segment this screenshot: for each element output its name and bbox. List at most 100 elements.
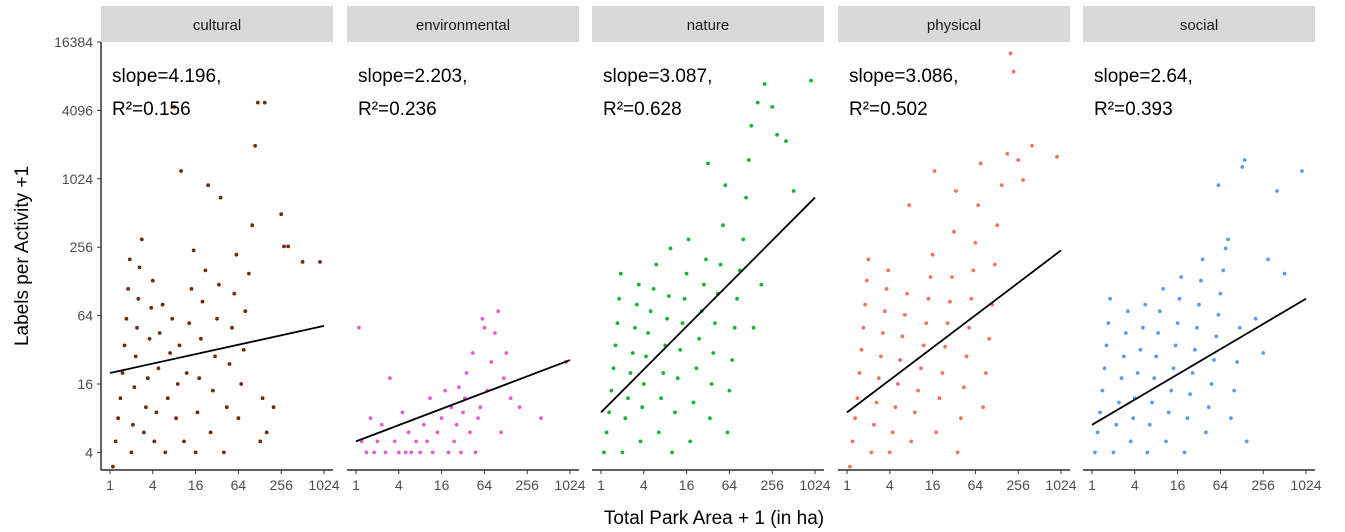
x-tick-label: 16 — [925, 477, 941, 493]
data-point — [145, 376, 150, 381]
x-tick-label: 4 — [395, 477, 403, 493]
data-point — [286, 244, 290, 249]
slope-annotation: slope=3.087, — [603, 66, 712, 87]
y-tick-label: 64 — [77, 308, 93, 324]
facet-panel-cultural: cultural 1 4 16 64 256 1024 slope=4.196, R²=0.15… — [101, 6, 340, 493]
data-point — [144, 405, 148, 410]
data-point — [170, 316, 175, 321]
data-point — [987, 336, 992, 341]
data-point — [136, 296, 141, 301]
data-point — [1300, 169, 1304, 173]
data-point — [195, 410, 200, 415]
data-point — [182, 439, 186, 444]
data-point — [124, 316, 129, 321]
data-point — [884, 287, 889, 291]
data-point — [1193, 347, 1197, 352]
data-point — [1131, 416, 1136, 421]
data-point — [1117, 400, 1121, 405]
data-point — [902, 312, 907, 317]
data-point — [414, 439, 418, 444]
facet-panel-environmental: environmental 1 4 16 64 256 1024 slope=2.203, R²… — [347, 6, 586, 493]
x-tick-label: 1024 — [554, 477, 585, 493]
data-point — [300, 260, 305, 264]
x-tick-label: 64 — [968, 477, 984, 493]
data-point — [264, 430, 269, 435]
data-point — [1177, 296, 1182, 301]
y-tick-label: 4096 — [62, 102, 93, 118]
data-point — [489, 360, 494, 364]
slope-annotation: slope=4.196, — [112, 66, 221, 87]
data-point — [482, 325, 487, 330]
x-tick-label: 256 — [1007, 477, 1031, 493]
data-point — [741, 237, 746, 242]
data-point — [863, 302, 867, 307]
data-point — [1128, 439, 1133, 444]
data-point — [1221, 268, 1226, 273]
facet-strip-label: social — [1180, 17, 1218, 34]
data-point — [967, 325, 971, 330]
data-point — [1190, 371, 1195, 375]
y-axis-title: Labels per Activity +1 — [12, 166, 33, 346]
data-point — [732, 325, 737, 330]
data-point — [981, 405, 985, 410]
data-point — [1008, 51, 1013, 56]
data-point — [749, 123, 754, 128]
data-point — [1223, 246, 1228, 251]
data-point — [127, 257, 132, 262]
data-point — [113, 439, 118, 444]
data-point — [177, 343, 182, 348]
data-point — [896, 382, 900, 386]
data-point — [940, 371, 945, 375]
data-point — [142, 430, 146, 435]
data-point — [473, 450, 478, 455]
data-point — [1206, 405, 1211, 410]
r-squared-annotation: R²=0.236 — [358, 99, 437, 120]
data-point — [905, 291, 909, 296]
data-point — [1119, 376, 1124, 381]
x-tick-label: 1024 — [1045, 477, 1076, 493]
x-tick-label: 1024 — [1290, 477, 1321, 493]
data-point — [1212, 358, 1216, 362]
y-tick-label: 256 — [70, 239, 94, 255]
data-point — [279, 212, 284, 217]
data-point — [418, 450, 423, 455]
data-point — [1106, 321, 1111, 325]
data-point — [172, 105, 177, 109]
data-point — [876, 376, 881, 381]
data-point — [443, 388, 448, 393]
data-point — [937, 396, 942, 401]
data-point — [1179, 275, 1184, 279]
facet-strip-label: environmental — [416, 17, 510, 34]
data-point — [199, 336, 203, 341]
data-point — [174, 416, 179, 421]
data-point — [157, 331, 162, 335]
data-point — [1244, 439, 1249, 444]
data-point — [746, 158, 751, 162]
data-point — [969, 296, 974, 301]
data-point — [126, 287, 130, 291]
data-point — [357, 325, 361, 330]
data-point — [154, 410, 159, 415]
x-tick-label: 64 — [231, 477, 247, 493]
data-point — [755, 100, 760, 105]
data-point — [120, 371, 125, 375]
facet-panels: cultural 1 4 16 64 256 1024 slope=4.196, R²=0.15… — [101, 6, 1322, 493]
data-point — [928, 275, 933, 279]
data-point — [646, 331, 650, 335]
r-squared-annotation: R²=0.156 — [112, 99, 191, 120]
data-point — [179, 169, 184, 173]
data-point — [909, 439, 914, 444]
facet-panel-physical: physical 1 4 16 64 256 1024 slope=3.086, R²=0.50… — [838, 6, 1077, 493]
data-point — [1216, 312, 1221, 317]
data-point — [403, 450, 408, 455]
facet-panel-nature: nature 1 4 16 64 256 1024 slope=3.087, R²=0.628 — [592, 6, 831, 493]
data-point — [1143, 302, 1148, 307]
data-point — [1204, 430, 1208, 435]
data-point — [666, 294, 671, 298]
data-point — [630, 351, 635, 355]
data-point — [262, 100, 267, 105]
data-point — [680, 321, 685, 325]
data-point — [898, 358, 903, 362]
data-point — [175, 382, 180, 386]
data-point — [156, 366, 161, 371]
